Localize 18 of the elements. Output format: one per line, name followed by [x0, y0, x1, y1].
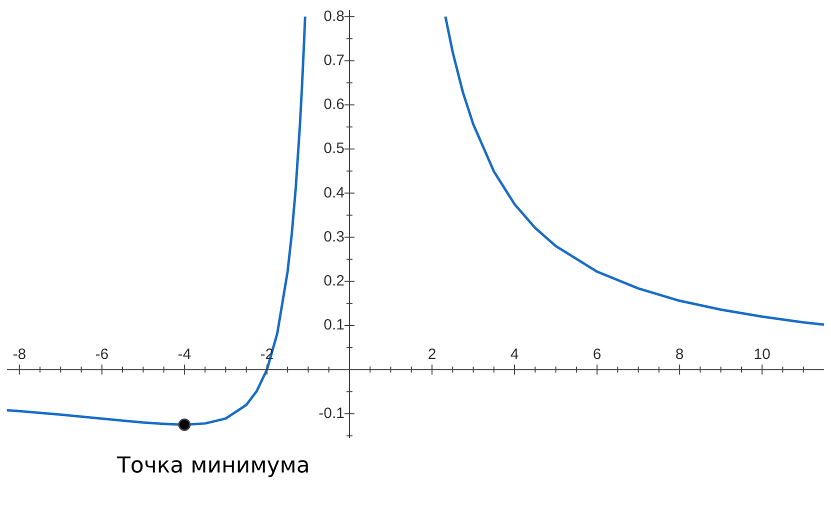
y-tick-label: 0.1 — [324, 316, 344, 334]
y-tick-label: -0.1 — [318, 404, 344, 422]
x-tick-label: 4 — [510, 346, 519, 364]
y-tick-label: 0.7 — [324, 52, 344, 69]
x-tick-label: -8 — [12, 346, 26, 364]
x-tick-label: 10 — [754, 346, 770, 364]
y-tick-label: 0.6 — [324, 96, 344, 114]
x-tick-label: 2 — [428, 346, 436, 364]
x-tick-label: 8 — [675, 346, 684, 364]
y-tick-label: 0.3 — [324, 228, 344, 246]
x-tick-label: 6 — [592, 346, 602, 364]
y-tick-label: 0.2 — [324, 272, 344, 290]
y-tick-label: 0.8 — [324, 8, 344, 25]
x-tick-label: -6 — [95, 346, 109, 364]
y-tick-label: 0.4 — [324, 184, 344, 202]
annotation: Точка минимума — [116, 453, 310, 478]
x-tick-label: -4 — [178, 346, 192, 364]
y-tick-label: 0.5 — [324, 140, 344, 158]
